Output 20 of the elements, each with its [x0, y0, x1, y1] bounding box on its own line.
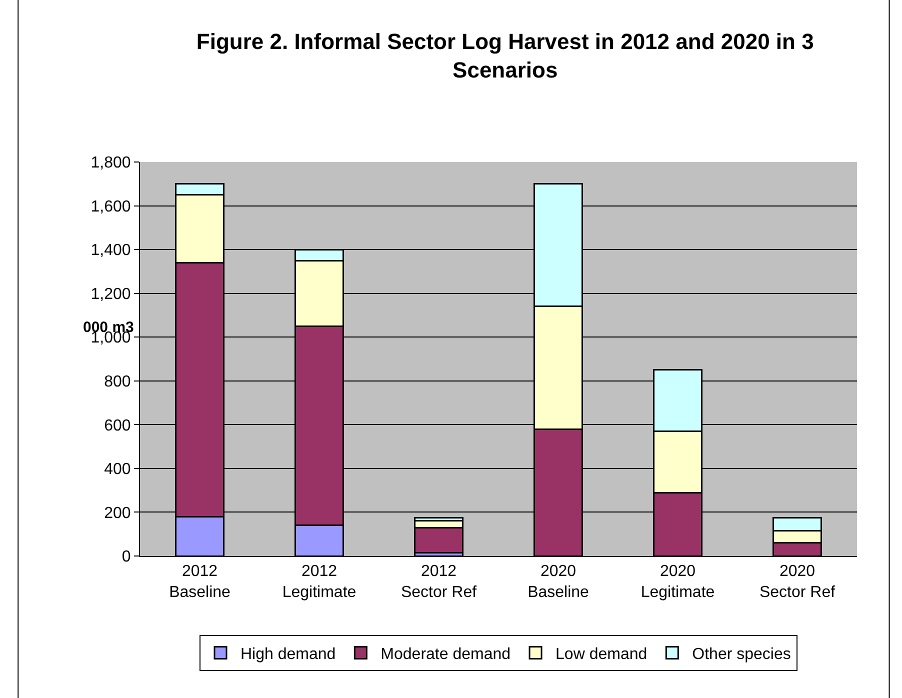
x-tick-label: 2020 Sector Ref: [759, 563, 836, 601]
y-tick-label: 1,200: [90, 286, 131, 303]
legend-label: Low demand: [556, 646, 648, 663]
x-tick-label: 2012 Baseline: [169, 563, 231, 601]
legend-label: Moderate demand: [380, 646, 511, 663]
y-tick-label: 200: [104, 504, 131, 522]
chart-title: Figure 2. Informal Sector Log Harvest in 2012 and 2020 in 3 Scenarios: [196, 28, 814, 82]
y-tick-label: 600: [104, 417, 131, 434]
y-tick-label: 1,800: [90, 154, 131, 172]
x-tick-label: 2012 Legitimate: [282, 563, 356, 601]
y-tick-label: 1,600: [90, 198, 131, 216]
x-tick-label: 2012 Sector Ref: [400, 563, 478, 601]
y-tick-label: 800: [104, 373, 131, 390]
x-tick-label: 2020 Legitimate: [640, 563, 715, 601]
x-tick-label: 2020 Baseline: [528, 563, 590, 601]
y-tick-label: 0: [122, 548, 131, 566]
legend-label: High demand: [240, 646, 336, 663]
y-tick-label: 400: [104, 461, 131, 478]
y-tick-label: 1,400: [90, 242, 131, 260]
legend-label: Other species: [692, 646, 791, 663]
